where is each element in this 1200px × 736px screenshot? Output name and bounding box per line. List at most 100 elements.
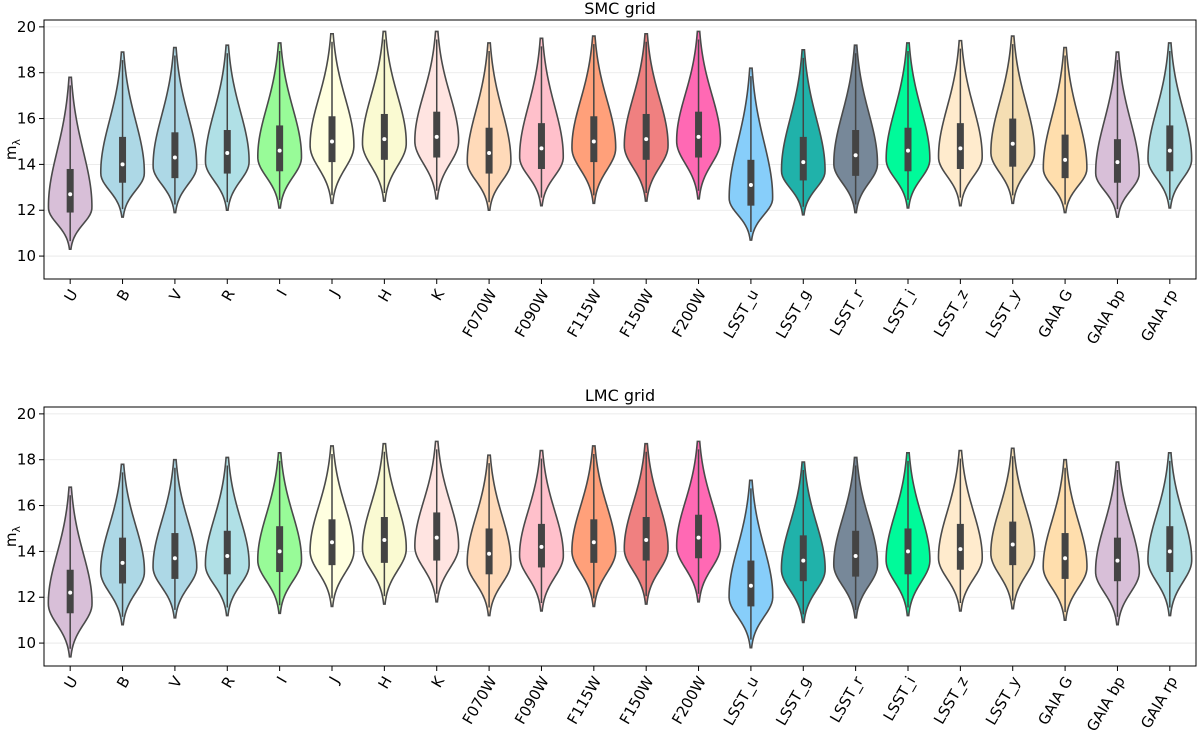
lmc-grid-violin-b-box	[119, 537, 127, 584]
smc-grid-xtick-label: LSST_y	[982, 286, 1025, 341]
smc-grid-xtick-label: F070W	[459, 286, 501, 340]
smc-grid-violin-gaia-rp	[1147, 42, 1193, 209]
lmc-grid-violin-i-box	[276, 526, 284, 573]
lmc-grid-violin-lsst-u	[728, 479, 774, 649]
smc-grid-violin-lsst-i-median	[906, 148, 910, 153]
smc-grid-xtick-label: F200W	[668, 286, 710, 340]
smc-grid-ylabel-subscript: λ	[10, 138, 23, 145]
smc-grid-xtick-label: I	[273, 286, 291, 299]
smc-grid-violin-lsst-g	[780, 49, 826, 216]
smc-grid-violin-h-box	[380, 113, 388, 160]
smc-grid-xtick-label: LSST_r	[826, 286, 868, 340]
lmc-grid-title: LMC grid	[585, 386, 655, 405]
lmc-grid-violin-j-median	[330, 540, 334, 545]
lmc-grid-violin-lsst-z	[937, 449, 984, 612]
lmc-grid-violin-r-median	[225, 553, 230, 558]
lmc-grid-violin-lsst-r-box	[852, 530, 860, 577]
lmc-grid-violin-h	[361, 442, 408, 605]
lmc-grid-violin-i	[256, 452, 303, 615]
smc-grid-violin-lsst-z-median	[958, 146, 963, 151]
lmc-grid-violin-f200w	[675, 440, 722, 603]
smc-grid-violin-f150w-box	[642, 113, 650, 160]
lmc-grid-violin-lsst-u-median	[748, 583, 753, 588]
smc-grid-violin-k	[414, 30, 460, 200]
lmc-grid-violin-f115w-median	[591, 540, 596, 545]
lmc-grid-xtick-label: LSST_i	[880, 673, 921, 724]
lmc-grid-violin-b-median	[120, 560, 125, 565]
lmc-grid-violin-lsst-g	[780, 461, 826, 624]
smc-grid-xtick-label: R	[218, 286, 239, 304]
smc-grid-xtick-label: V	[166, 286, 187, 305]
lmc-grid-violin-lsst-g-median	[801, 558, 806, 563]
smc-grid-violin-h	[361, 30, 408, 202]
lmc-grid-xtick-label: LSST_g	[772, 673, 815, 729]
lmc-grid-violin-lsst-z-box	[956, 523, 964, 570]
lmc-grid-violin-k-median	[434, 535, 439, 540]
smc-grid-violin-lsst-g-box	[799, 136, 807, 181]
smc-grid-xtick-label: GAIA rp	[1137, 286, 1181, 344]
lmc-grid-violin-lsst-g-box	[799, 535, 807, 582]
smc-grid-violin-u-box	[66, 168, 74, 213]
smc-grid-violin-i	[256, 42, 303, 209]
lmc-grid-ytick-label: 14	[17, 542, 36, 560]
lmc-grid-violin-lsst-r-median	[853, 553, 858, 558]
smc-grid-violin-gaia-rp-median	[1167, 148, 1172, 153]
lmc-grid-violin-f070w-box	[485, 528, 493, 575]
lmc-grid-violin-lsst-i-median	[906, 549, 910, 554]
smc-grid-ytick-label: 18	[17, 64, 36, 82]
smc-grid-violin-lsst-r	[833, 44, 879, 214]
smc-grid-violin-r	[204, 44, 250, 212]
smc-grid-violin-h-median	[382, 137, 387, 142]
lmc-grid-violin-gaia-g-box	[1061, 533, 1069, 579]
lmc-grid-violin-gaia-bp	[1094, 461, 1141, 626]
smc-grid-ytick-label: 10	[17, 247, 36, 265]
smc-grid-violin-b	[99, 51, 146, 218]
lmc-grid-ytick-label: 10	[17, 634, 36, 652]
lmc-grid-violin-k	[414, 440, 460, 603]
smc-grid-xtick-label: H	[374, 286, 395, 305]
lmc-grid-xtick-label: F070W	[459, 673, 501, 727]
smc-grid-violin-b-median	[120, 162, 125, 167]
lmc-grid-xtick-label: I	[273, 673, 291, 686]
smc-grid-violin-v-box	[171, 132, 179, 179]
smc-grid-violin-f090w	[518, 37, 565, 207]
smc-grid-violin-f150w-median	[644, 137, 649, 142]
lmc-grid-violin-gaia-bp-median	[1115, 558, 1120, 563]
lmc-grid-xtick-label: F090W	[511, 673, 553, 727]
smc-grid-xtick-label: U	[60, 286, 81, 305]
smc-grid-violin-gaia-g-box	[1061, 134, 1069, 179]
smc-grid-violin-f115w-box	[590, 116, 598, 163]
smc-grid-ytick-label: 16	[17, 110, 36, 128]
smc-grid-violin-gaia-g-median	[1063, 157, 1068, 162]
smc-grid-violin-lsst-y-median	[1010, 141, 1015, 146]
lmc-grid-xtick-label: U	[60, 673, 81, 692]
lmc-grid-violin-f200w-median	[696, 535, 701, 540]
lmc-grid-xtick-label: LSST_u	[720, 673, 763, 729]
lmc-grid-violin-i-median	[277, 549, 282, 554]
lmc-grid-violin-j	[309, 445, 355, 608]
lmc-grid-xtick-label: B	[113, 673, 134, 691]
smc-grid-violin-u	[47, 76, 93, 250]
smc-grid-xtick-label: LSST_u	[720, 286, 763, 342]
lmc-grid-violin-r-box	[223, 530, 231, 575]
smc-grid-xtick-label: GAIA G	[1034, 286, 1076, 341]
smc-grid-violin-gaia-bp-median	[1115, 160, 1120, 165]
smc-grid-violin-gaia-g	[1042, 46, 1088, 214]
smc-grid-xtick-label: F090W	[511, 286, 553, 340]
lmc-grid-violin-f150w	[623, 442, 669, 605]
lmc-grid-violin-v-box	[171, 533, 179, 579]
smc-grid-violin-f150w	[623, 32, 669, 202]
smc-grid-xtick-label: LSST_i	[880, 286, 921, 337]
smc-grid-violin-b-box	[119, 136, 127, 183]
smc-grid-violin-lsst-i	[885, 42, 931, 209]
smc-grid-violin-lsst-u-box	[747, 159, 755, 206]
smc-grid-violin-lsst-y	[990, 35, 1036, 205]
smc-grid-violin-lsst-r-box	[852, 130, 860, 176]
lmc-grid-xtick-label: R	[218, 673, 239, 691]
lmc-grid-violin-h-median	[382, 537, 387, 542]
smc-grid-violin-lsst-g-median	[801, 160, 806, 165]
smc-grid-violin-lsst-u-median	[748, 183, 753, 188]
lmc-grid-violin-gaia-rp-box	[1166, 526, 1174, 573]
smc-grid-title: SMC grid	[584, 0, 656, 18]
